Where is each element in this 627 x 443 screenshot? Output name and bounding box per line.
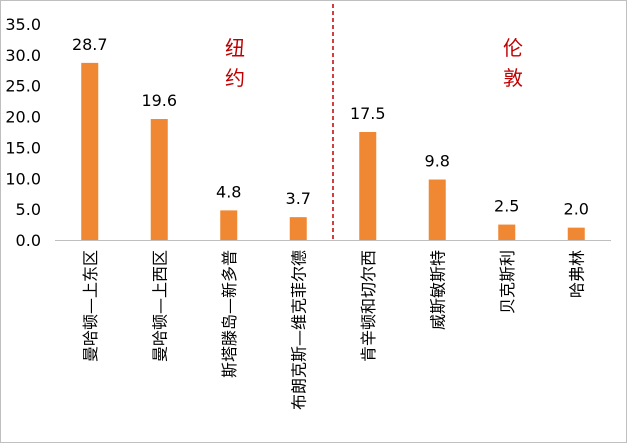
bar xyxy=(428,179,446,240)
bars xyxy=(81,62,585,240)
category-labels: 曼哈顿—上东区 曼哈顿—上西区 斯塔滕岛—新多普 布朗克斯—维克菲尔德 肯辛顿和切尔西 威… xyxy=(81,250,587,410)
data-label: 28.7 xyxy=(72,35,108,54)
category-label: 贝克斯利 xyxy=(498,250,517,314)
bar xyxy=(81,62,99,240)
category-label: 曼哈顿—上西区 xyxy=(150,250,169,362)
y-tick-label: 25.0 xyxy=(5,77,41,96)
category-label: 肯辛顿和切尔西 xyxy=(359,250,378,362)
data-label: 2.5 xyxy=(494,197,519,216)
bar xyxy=(220,210,238,240)
data-label: 2.0 xyxy=(564,200,589,219)
data-label: 9.8 xyxy=(425,152,450,171)
bar xyxy=(498,224,516,240)
data-label: 4.8 xyxy=(216,182,241,201)
category-label: 威斯敏斯特 xyxy=(428,250,447,330)
category-label: 布朗克斯—维克菲尔德 xyxy=(289,250,308,410)
bar xyxy=(359,132,377,240)
y-axis: 0.0 5.0 10.0 15.0 20.0 25.0 30.0 35.0 xyxy=(5,15,41,250)
data-label: 3.7 xyxy=(286,189,311,208)
data-label: 19.6 xyxy=(141,91,177,110)
bar xyxy=(150,119,168,240)
category-label: 斯塔滕岛—新多普 xyxy=(220,250,239,378)
y-tick-label: 5.0 xyxy=(16,200,41,219)
data-label: 17.5 xyxy=(350,104,386,123)
y-tick-label: 30.0 xyxy=(5,46,41,65)
data-labels: 28.7 19.6 4.8 3.7 17.5 9.8 2.5 2.0 xyxy=(72,35,589,219)
y-tick-label: 15.0 xyxy=(5,138,41,157)
y-tick-label: 0.0 xyxy=(16,231,41,250)
bar xyxy=(567,227,585,240)
group-labels: 纽约 伦敦 xyxy=(225,36,523,90)
y-tick-label: 35.0 xyxy=(5,15,41,34)
group-label: 纽约 xyxy=(225,36,245,90)
bar xyxy=(289,217,307,240)
y-tick-label: 20.0 xyxy=(5,108,41,127)
category-label: 曼哈顿—上东区 xyxy=(81,250,100,362)
category-label: 哈弗林 xyxy=(567,250,586,298)
group-label: 伦敦 xyxy=(503,36,523,90)
y-tick-label: 10.0 xyxy=(5,169,41,188)
